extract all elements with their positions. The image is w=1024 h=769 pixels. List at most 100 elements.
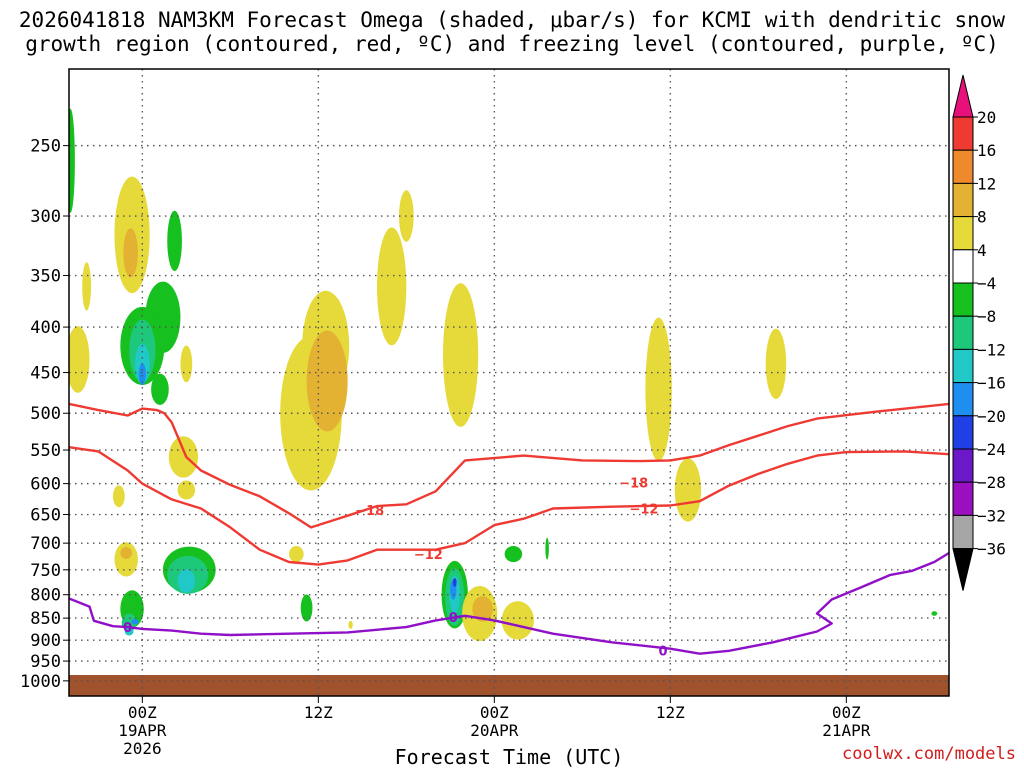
colorbar-label-13: −36 [977, 540, 1006, 559]
credit-text: coolwx.com/models [842, 744, 1016, 764]
contour-label-4: 0 [123, 621, 132, 636]
omega-cell-18 [151, 373, 169, 405]
colorbar-segment-9 [952, 415, 974, 450]
colorbar-segment-5 [952, 282, 974, 317]
x-axis-title: Forecast Time (UTC) [394, 745, 624, 769]
ytick-label-400: 400 [30, 318, 61, 338]
ytick-label-250: 250 [30, 137, 61, 157]
ytick-label-1000: 1000 [20, 672, 61, 692]
ytick-label-600: 600 [30, 475, 61, 495]
omega-cell-12 [167, 210, 182, 272]
ytick-label-450: 450 [30, 364, 61, 384]
omega-cell-44 [545, 537, 549, 560]
omega-cell-4 [114, 542, 138, 577]
contour-lines [69, 402, 949, 655]
omega-cell-43 [501, 601, 534, 640]
colorbar-segment-2 [952, 182, 974, 218]
chart-title-line2: growth region (contoured, red, ºC) and f… [25, 32, 999, 56]
omega-cell-21 [177, 480, 196, 500]
contour-dgz-lower-12C [69, 446, 949, 566]
xtick-label-4-0: 00Z [832, 703, 861, 722]
omega-cell-48 [931, 611, 938, 616]
omega-cell-19 [180, 345, 193, 383]
omega-cell-32 [377, 227, 407, 346]
omega-cell-30 [300, 594, 313, 622]
contour-label-2: −18 [619, 476, 648, 491]
omega-cell-1 [69, 326, 90, 393]
ground-surface [69, 675, 949, 696]
grid-lines [69, 69, 949, 696]
omega-cell-20 [168, 436, 199, 478]
ytick-label-750: 750 [30, 561, 61, 581]
xtick-label-4-1: 21APR [822, 721, 871, 740]
omega-cell-45 [645, 317, 672, 462]
ground-fill [69, 675, 949, 696]
omega-cell-2 [82, 262, 91, 311]
colorbar: 20 16 12 8 4 −4 −8 −12 −16 −20 −24 −28 −32 −36 [952, 74, 1006, 591]
ytick-label-850: 850 [30, 609, 61, 629]
omega-cell-34 [443, 283, 479, 427]
colorbar-label-1: 16 [977, 141, 996, 160]
omega-cell-47 [765, 328, 787, 399]
contour-label-0: −18 [355, 504, 384, 519]
omega-cell-8 [124, 627, 134, 636]
ytick-label-300: 300 [30, 207, 61, 227]
colorbar-label-0: 20 [977, 108, 996, 127]
colorbar-label-8: −16 [977, 374, 1006, 393]
contour-label-3: −12 [629, 503, 658, 518]
xtick-label-0-2: 2026 [123, 739, 162, 758]
omega-cell-0 [69, 108, 75, 213]
colorbar-segment-12 [952, 514, 974, 550]
contour-dgz-upper-18C [69, 402, 949, 529]
omega-cell-28 [318, 344, 336, 393]
omega-cell-3 [113, 485, 125, 508]
colorbar-bottom-arrow [952, 548, 974, 591]
ytick-label-800: 800 [30, 586, 61, 606]
ytick-label-350: 350 [30, 267, 61, 287]
omega-cell-9 [131, 619, 139, 625]
colorbar-label-7: −12 [977, 340, 1006, 359]
colorbar-label-5: −4 [977, 274, 996, 293]
omega-cell-29 [289, 545, 304, 563]
omega-shading [69, 108, 938, 642]
xtick-label-2-0: 00Z [480, 703, 509, 722]
ytick-label-650: 650 [30, 506, 61, 526]
contour-label-1: −12 [414, 548, 443, 563]
contour-label-6: 0 [658, 644, 667, 659]
colorbar-label-9: −20 [977, 407, 1006, 426]
colorbar-segment-0 [952, 116, 974, 151]
colorbar-label-11: −28 [977, 473, 1006, 492]
contour-labels: −18 −12 −18 −12 0 0 0 [123, 476, 667, 659]
ytick-label-900: 900 [30, 631, 61, 651]
colorbar-segment-10 [952, 448, 974, 483]
xtick-label-0-1: 19APR [118, 721, 167, 740]
contour-label-5: 0 [449, 611, 458, 626]
colorbar-segment-11 [952, 481, 974, 516]
omega-cell-46 [674, 458, 702, 522]
plot-frame [68, 68, 950, 697]
colorbar-label-10: −24 [977, 440, 1006, 459]
y-axis: 2503003504004505005506006507007508008509… [20, 137, 69, 692]
omega-cell-24 [177, 568, 196, 593]
colorbar-label-3: 8 [977, 208, 987, 227]
omega-cell-17 [138, 363, 146, 385]
colorbar-segment-7 [952, 348, 974, 384]
xtick-label-0-0: 00Z [128, 703, 157, 722]
omega-cell-41 [472, 596, 493, 622]
colorbar-segment-6 [952, 315, 974, 350]
omega-cell-39 [452, 577, 457, 587]
chart-title-line1: 2026041818 NAM3KM Forecast Omega (shaded… [18, 8, 1006, 32]
colorbar-label-4: 4 [977, 241, 987, 260]
ytick-label-550: 550 [30, 441, 61, 461]
colorbar-top-arrow [952, 74, 974, 118]
colorbar-segment-4 [952, 249, 974, 284]
omega-cell-11 [123, 228, 138, 278]
colorbar-label-6: −8 [977, 307, 996, 326]
colorbar-segment-8 [952, 382, 974, 417]
omega-cell-5 [120, 547, 133, 559]
omega-cell-42 [504, 545, 523, 563]
xtick-label-1-0: 12Z [304, 703, 333, 722]
colorbar-label-12: −32 [977, 506, 1006, 525]
